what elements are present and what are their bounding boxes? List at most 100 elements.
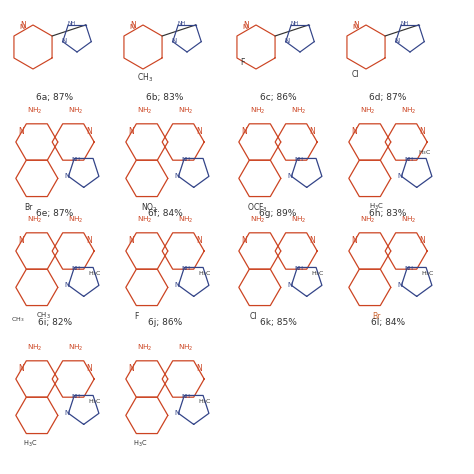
Text: N: N	[351, 127, 357, 136]
Text: NH: NH	[182, 266, 191, 271]
Text: CH$_3$: CH$_3$	[36, 311, 51, 321]
Text: H$_3$C: H$_3$C	[133, 439, 148, 449]
Text: NH: NH	[405, 266, 414, 271]
Text: N: N	[419, 236, 425, 245]
Text: NH: NH	[405, 157, 414, 162]
Text: Br: Br	[372, 312, 380, 321]
Text: NH: NH	[182, 394, 191, 399]
Text: 6c; 86%: 6c; 86%	[260, 92, 296, 101]
Text: N: N	[175, 173, 180, 179]
Text: 6a; 87%: 6a; 87%	[36, 92, 73, 101]
Text: Cl: Cl	[351, 70, 359, 79]
Text: F: F	[241, 58, 245, 67]
Text: NH$_2$: NH$_2$	[27, 342, 42, 353]
Text: N: N	[398, 283, 403, 288]
Text: H$_3$C: H$_3$C	[421, 269, 435, 278]
Text: CH$_3$: CH$_3$	[11, 315, 25, 324]
Text: N: N	[309, 127, 315, 136]
Text: N: N	[196, 127, 202, 136]
Text: 6e; 87%: 6e; 87%	[36, 209, 73, 218]
Text: N: N	[288, 173, 293, 179]
Text: Cl: Cl	[250, 312, 257, 321]
Text: N: N	[19, 24, 25, 30]
Text: Br: Br	[24, 203, 33, 212]
Text: H$_3$C: H$_3$C	[198, 397, 212, 406]
Text: N: N	[196, 364, 202, 373]
Text: 6f; 84%: 6f; 84%	[147, 209, 182, 218]
Text: N: N	[352, 24, 357, 30]
Text: 6k; 85%: 6k; 85%	[260, 318, 296, 327]
Text: CH$_3$: CH$_3$	[137, 72, 153, 84]
Text: N: N	[86, 364, 92, 373]
Text: NH: NH	[72, 394, 81, 399]
Text: NH$_2$: NH$_2$	[68, 105, 83, 116]
Text: N: N	[394, 37, 400, 44]
Text: NH: NH	[295, 157, 304, 162]
Text: NH$_2$: NH$_2$	[360, 105, 375, 116]
Text: H$_3$C: H$_3$C	[198, 269, 212, 278]
Text: N: N	[175, 410, 180, 416]
Text: N: N	[18, 364, 24, 373]
Text: N: N	[20, 20, 26, 29]
Text: N: N	[284, 37, 289, 44]
Text: N: N	[65, 410, 70, 416]
Text: N: N	[171, 37, 176, 44]
Text: 6l; 84%: 6l; 84%	[371, 318, 405, 327]
Text: N: N	[175, 283, 180, 288]
Text: NH: NH	[295, 266, 304, 271]
Text: NH: NH	[67, 21, 75, 27]
Text: N: N	[288, 283, 293, 288]
Text: NH$_2$: NH$_2$	[68, 214, 83, 225]
Text: N: N	[243, 20, 249, 29]
Text: N: N	[128, 364, 134, 373]
Text: NH: NH	[177, 21, 185, 27]
Text: N: N	[398, 173, 403, 179]
Text: NH$_2$: NH$_2$	[137, 105, 152, 116]
Text: N: N	[353, 20, 359, 29]
Text: N: N	[241, 236, 247, 245]
Text: N: N	[65, 173, 70, 179]
Text: NH: NH	[290, 21, 298, 27]
Text: F: F	[134, 312, 138, 321]
Text: NH$_2$: NH$_2$	[68, 342, 83, 353]
Text: NH$_2$: NH$_2$	[250, 105, 265, 116]
Text: N: N	[86, 236, 92, 245]
Text: NH$_2$: NH$_2$	[291, 214, 306, 225]
Text: NH$_2$: NH$_2$	[401, 105, 416, 116]
Text: H$_3$C: H$_3$C	[311, 269, 325, 278]
Text: NH$_2$: NH$_2$	[250, 214, 265, 225]
Text: 6g; 89%: 6g; 89%	[259, 209, 297, 218]
Text: NH: NH	[72, 157, 81, 162]
Text: 6i; 82%: 6i; 82%	[38, 318, 72, 327]
Text: N: N	[419, 127, 425, 136]
Text: NH: NH	[400, 21, 408, 27]
Text: N: N	[128, 236, 134, 245]
Text: N: N	[309, 236, 315, 245]
Text: NH$_2$: NH$_2$	[137, 214, 152, 225]
Text: N: N	[65, 283, 70, 288]
Text: N: N	[128, 127, 134, 136]
Text: N: N	[61, 37, 66, 44]
Text: NH: NH	[72, 266, 81, 271]
Text: N: N	[18, 127, 24, 136]
Text: 6h; 83%: 6h; 83%	[369, 209, 407, 218]
Text: N: N	[351, 236, 357, 245]
Text: 6b; 83%: 6b; 83%	[146, 92, 184, 101]
Text: NH: NH	[182, 157, 191, 162]
Text: N: N	[241, 127, 247, 136]
Text: N: N	[129, 24, 135, 30]
Text: NO$_2$: NO$_2$	[141, 201, 157, 214]
Text: NH$_2$: NH$_2$	[401, 214, 416, 225]
Text: N: N	[18, 236, 24, 245]
Text: H$_3$C: H$_3$C	[418, 148, 431, 157]
Text: NH$_2$: NH$_2$	[27, 105, 42, 116]
Text: N: N	[196, 236, 202, 245]
Text: NH$_2$: NH$_2$	[27, 214, 42, 225]
Text: H$_3$C: H$_3$C	[369, 202, 383, 212]
Text: NH$_2$: NH$_2$	[360, 214, 375, 225]
Text: NH$_2$: NH$_2$	[178, 342, 193, 353]
Text: 6j; 86%: 6j; 86%	[148, 318, 182, 327]
Text: H$_3$C: H$_3$C	[88, 269, 102, 278]
Text: N: N	[242, 24, 247, 30]
Text: NH$_2$: NH$_2$	[291, 105, 306, 116]
